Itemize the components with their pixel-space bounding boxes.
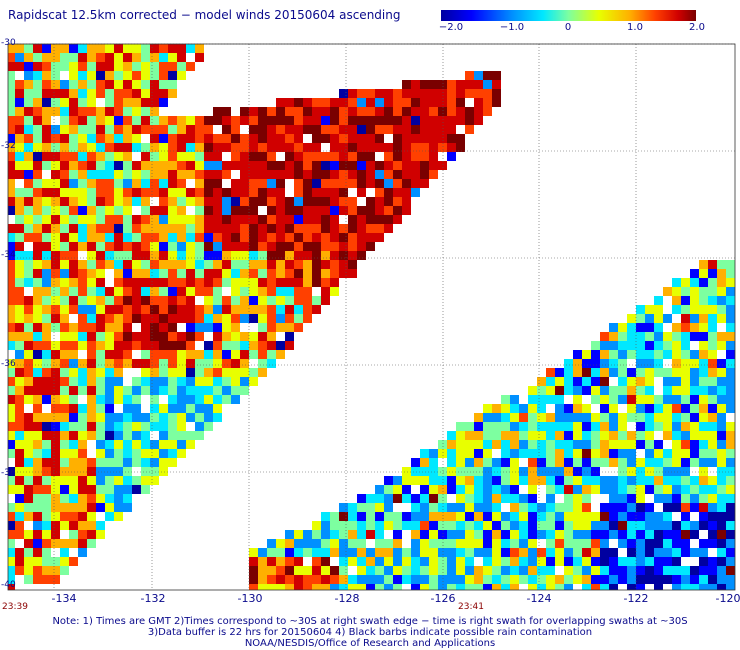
swath-time-right: 23:41 <box>458 602 484 612</box>
lat-label: -40 <box>1 580 16 590</box>
map-title: Rapidscat 12.5km corrected − model winds… <box>8 8 401 22</box>
lon-label: -134 <box>51 592 77 605</box>
lat-label: -38 <box>1 468 16 478</box>
lon-label: -124 <box>526 592 552 605</box>
lat-label: -32 <box>1 141 16 151</box>
lat-label: -30 <box>1 38 16 48</box>
swath-time-left: 23:39 <box>2 602 28 612</box>
colorbar <box>441 10 696 21</box>
colorbar-tick: 2.0 <box>689 22 705 33</box>
swath-cells <box>8 44 735 590</box>
lon-label: -120 <box>715 592 740 605</box>
lon-label: -130 <box>237 592 263 605</box>
lon-label: -126 <box>430 592 456 605</box>
footnote-line-2: 3)Data buffer is 22 hrs for 20150604 4) … <box>147 627 593 638</box>
lon-label: -122 <box>623 592 649 605</box>
lon-label: -128 <box>334 592 360 605</box>
footnote-line-1: Note: 1) Times are GMT 2)Times correspon… <box>52 616 688 627</box>
lat-label: -34 <box>1 250 16 260</box>
colorbar-tick: 0 <box>564 22 572 33</box>
colorbar-tick: −1.0 <box>499 22 525 33</box>
map-frame <box>7 43 736 591</box>
lat-label: -36 <box>1 359 16 369</box>
colorbar-tick: 1.0 <box>627 22 643 33</box>
lon-label: -132 <box>140 592 166 605</box>
colorbar-tick: −2.0 <box>438 22 464 33</box>
footnote-credit: NOAA/NESDIS/Office of Research and Appli… <box>244 638 496 649</box>
graticule <box>7 43 736 591</box>
